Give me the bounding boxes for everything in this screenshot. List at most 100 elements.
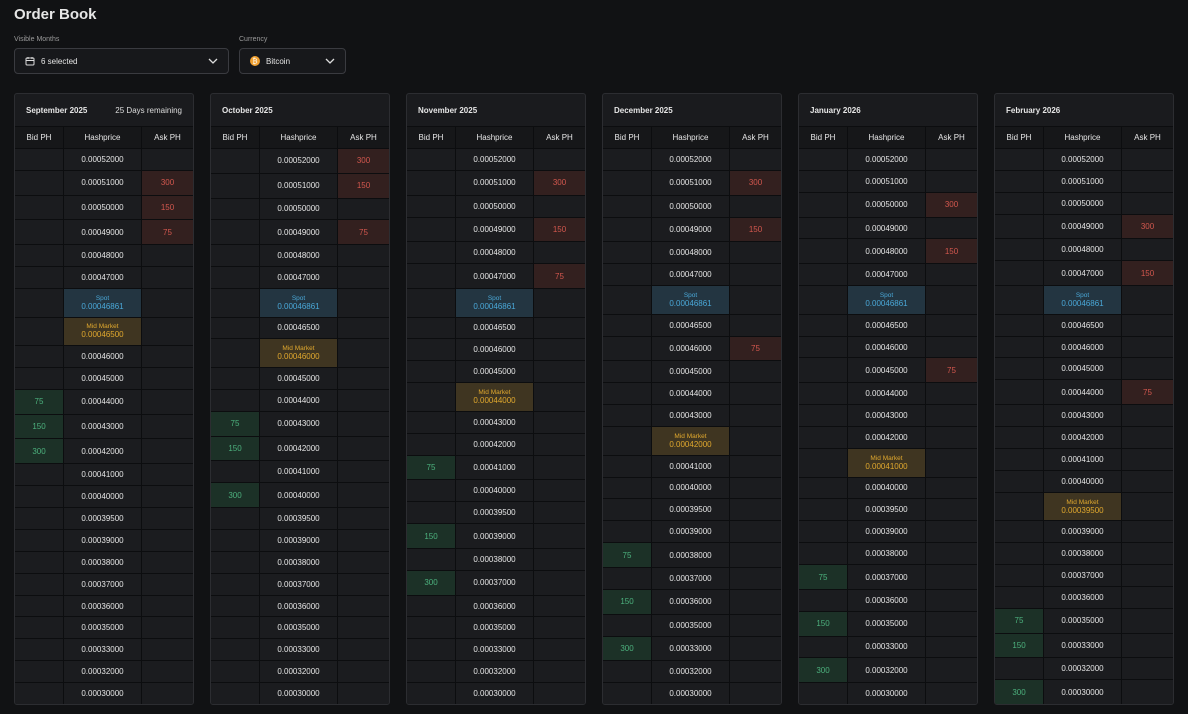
order-row: 75 0.00038000 — [603, 542, 781, 567]
hashprice-cell: Spot 0.00046861 — [456, 288, 534, 317]
currency-dropdown[interactable]: ₿ Bitcoin — [239, 48, 346, 74]
order-row: 0.00039000 — [211, 528, 389, 551]
order-row: 300 0.00042000 — [15, 438, 193, 464]
hashprice: 0.00051000 — [277, 181, 320, 191]
ask-cell — [338, 367, 389, 389]
bid-cell — [995, 492, 1044, 521]
bid-value: 150 — [424, 531, 438, 541]
order-row: 0.00051000 150 — [211, 172, 389, 198]
ask-cell — [1122, 587, 1173, 608]
month-panel: February 2026 Bid PH Hashprice Ask PH 0.0005… — [994, 93, 1174, 705]
hashprice-cell: 0.00037000 — [652, 567, 730, 589]
bid-cell — [15, 288, 64, 317]
bid-cell — [799, 314, 848, 336]
hashprice: 0.00039500 — [1061, 505, 1104, 515]
ask-cell — [730, 455, 781, 477]
hashprice-cell: 0.00047000 — [64, 267, 142, 288]
hashprice-cell: 0.00045000 — [260, 367, 338, 389]
bid-cell — [995, 286, 1044, 314]
hashprice-cell: Mid Market 0.00046500 — [64, 317, 142, 346]
hashprice-cell: 0.00044000 — [1044, 380, 1122, 405]
hashprice: 0.00033000 — [865, 642, 908, 652]
hashprice-cell: 0.00038000 — [848, 543, 926, 565]
order-row: 0.00037000 — [15, 572, 193, 595]
ask-value: 150 — [944, 246, 959, 256]
ask-cell — [926, 217, 977, 239]
hashprice: 0.00050000 — [865, 200, 908, 210]
order-row: 0.00047000 — [603, 263, 781, 286]
ask-cell — [730, 543, 781, 567]
order-row: 0.00046500 — [603, 313, 781, 336]
ask-cell — [730, 383, 781, 405]
bid-cell: 300 — [407, 570, 456, 595]
hashprice-cell: 0.00039500 — [652, 499, 730, 521]
ask-cell — [926, 405, 977, 427]
order-row: 0.00051000 — [799, 169, 977, 192]
bid-cell — [603, 405, 652, 427]
hashprice-cell: 0.00045000 — [1044, 358, 1122, 380]
hashprice-cell: Spot 0.00046861 — [652, 286, 730, 314]
order-row: 0.00045000 — [407, 360, 585, 383]
order-row: 0.00050000 — [603, 194, 781, 217]
bid-cell — [799, 170, 848, 192]
bid-cell — [603, 614, 652, 636]
ask-value: 300 — [552, 178, 567, 188]
ask-cell — [338, 595, 389, 617]
panel-header: November 2025 — [407, 94, 585, 126]
ask-value: 300 — [944, 200, 959, 210]
hashprice-cell: 0.00046500 — [456, 317, 534, 339]
hashprice-cell: 0.00039000 — [848, 521, 926, 543]
hashprice-cell: 0.00045000 — [848, 358, 926, 383]
bid-value: 150 — [1012, 641, 1026, 651]
bid-value: 75 — [230, 419, 240, 429]
months-dropdown[interactable]: 6 selected — [14, 48, 229, 74]
order-row: Spot 0.00046861 — [799, 285, 977, 314]
hashprice-cell: 0.00052000 — [456, 149, 534, 170]
hashprice: 0.00030000 — [277, 689, 320, 699]
hashprice-cell: 0.00043000 — [848, 405, 926, 427]
ask-value: 150 — [1140, 268, 1155, 278]
order-row: 0.00046000 — [407, 338, 585, 361]
ask-value: 150 — [356, 181, 371, 191]
order-row: 300 0.00040000 — [211, 482, 389, 507]
bid-cell — [407, 639, 456, 661]
hashprice: 0.00045000 — [669, 367, 712, 377]
order-row: Mid Market 0.00039500 — [995, 491, 1173, 521]
order-row: 0.00046500 — [211, 316, 389, 339]
order-row: 0.00047000 — [15, 266, 193, 288]
ask-cell — [338, 617, 389, 639]
hashprice: 0.00050000 — [473, 201, 516, 211]
hashprice-cell: 0.00048000 — [456, 242, 534, 264]
hashprice: 0.00038000 — [277, 557, 320, 567]
hashprice: 0.00039500 — [277, 513, 320, 523]
ask-cell — [926, 658, 977, 683]
hashprice: 0.00030000 — [81, 689, 124, 699]
hashprice-cell: 0.00051000 — [456, 170, 534, 195]
bid-cell — [211, 529, 260, 551]
ask-cell — [1122, 336, 1173, 358]
hashprice-cell: 0.00047000 — [1044, 261, 1122, 286]
column-header: Bid PH — [15, 127, 64, 148]
ask-cell — [142, 529, 193, 551]
order-row: 0.00038000 — [407, 547, 585, 570]
chevron — [208, 58, 218, 64]
hashprice-cell: 0.00036000 — [64, 595, 142, 617]
hashprice: 0.00044000 — [473, 396, 516, 405]
bid-cell — [799, 477, 848, 499]
order-row: Mid Market 0.00044000 — [407, 382, 585, 411]
hashprice: 0.00046000 — [81, 352, 124, 362]
bid-cell: 150 — [211, 436, 260, 461]
ask-cell: 75 — [534, 264, 585, 288]
column-header: Ask PH — [730, 127, 781, 148]
ask-cell — [1122, 492, 1173, 521]
column-header: Hashprice — [1044, 127, 1122, 148]
hashprice: 0.00046861 — [81, 301, 124, 311]
ask-cell — [534, 411, 585, 433]
order-row: 0.00037000 — [995, 564, 1173, 587]
hashprice-cell: 0.00037000 — [456, 570, 534, 595]
order-row: 0.00039500 — [15, 506, 193, 529]
ask-cell — [730, 286, 781, 314]
bid-cell — [15, 346, 64, 367]
hashprice: 0.00037000 — [1061, 571, 1104, 581]
hashprice-cell: 0.00032000 — [652, 661, 730, 683]
